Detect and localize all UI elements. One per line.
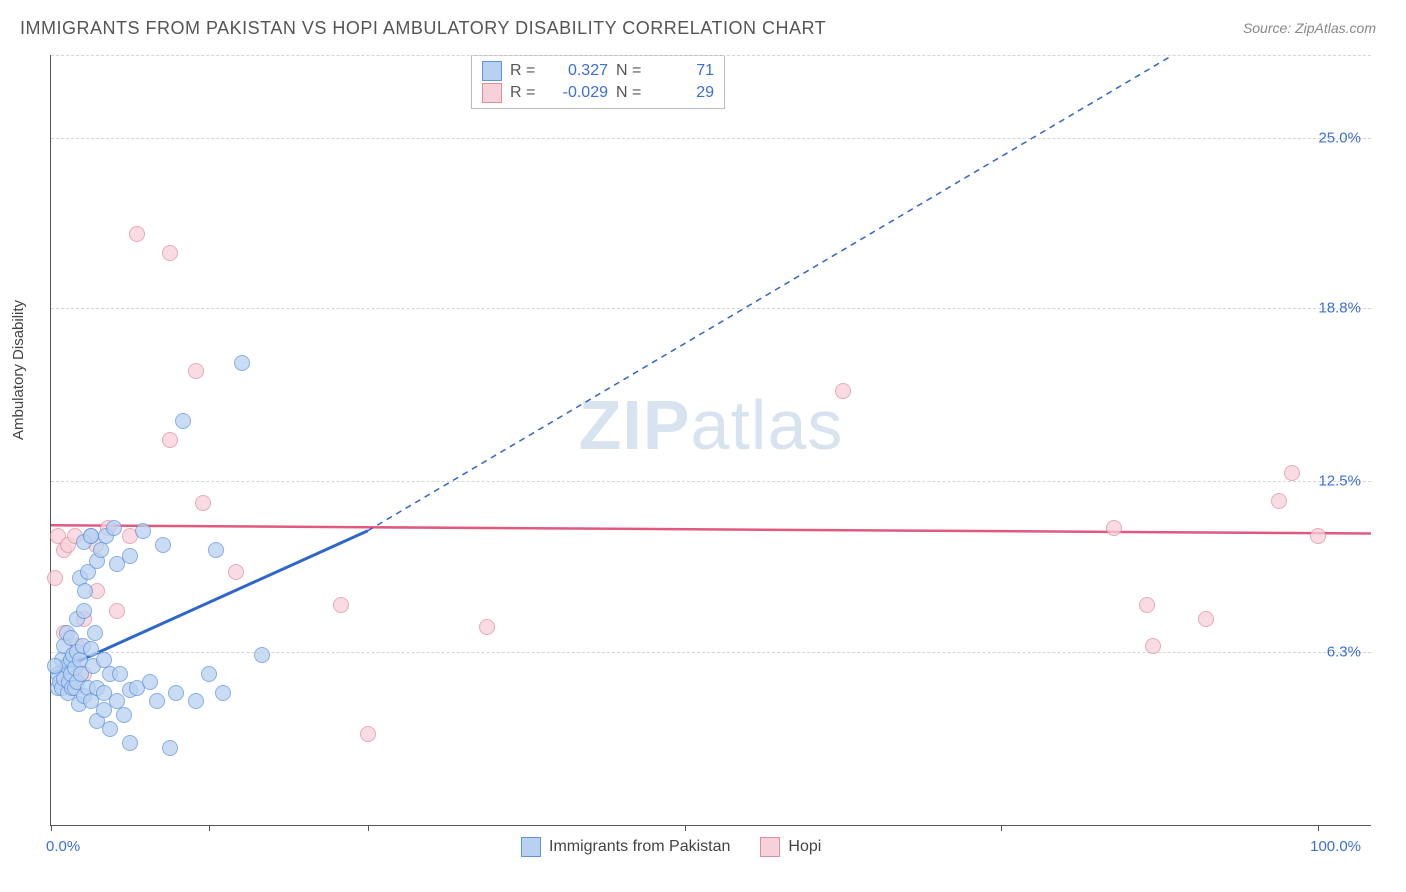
scatter-point-blue [122,548,138,564]
scatter-point-blue [175,413,191,429]
scatter-point-pink [479,619,495,635]
scatter-point-blue [102,721,118,737]
x-axis-min-label: 0.0% [46,838,80,855]
scatter-point-pink [1139,597,1155,613]
scatter-point-blue [47,658,63,674]
scatter-point-blue [208,542,224,558]
x-tick [51,825,52,831]
scatter-point-pink [129,226,145,242]
legend-r-label: R = [510,84,540,102]
x-tick [368,825,369,831]
y-tick-label: 6.3% [1327,643,1361,660]
scatter-point-blue [155,537,171,553]
chart-source: Source: ZipAtlas.com [1243,20,1376,36]
chart-title: IMMIGRANTS FROM PAKISTAN VS HOPI AMBULAT… [20,18,826,39]
swatch-pink [760,837,780,857]
scatter-point-blue [122,735,138,751]
legend-item-blue: Immigrants from Pakistan [521,837,730,857]
legend-row-pink: R = -0.029 N = 29 [482,82,714,104]
scatter-point-blue [116,707,132,723]
scatter-point-blue [135,523,151,539]
legend-n-value-blue: 71 [654,62,714,80]
scatter-point-blue [106,520,122,536]
scatter-point-pink [188,363,204,379]
scatter-point-pink [1106,520,1122,536]
scatter-point-pink [1310,528,1326,544]
gridline [51,308,1371,309]
scatter-point-blue [234,355,250,371]
gridline [51,652,1371,653]
scatter-point-blue [77,583,93,599]
scatter-point-pink [162,245,178,261]
scatter-point-blue [93,542,109,558]
gridline [51,55,1371,56]
scatter-point-pink [195,495,211,511]
legend-item-pink: Hopi [760,837,821,857]
legend-row-blue: R = 0.327 N = 71 [482,60,714,82]
gridline [51,481,1371,482]
scatter-point-pink [1284,465,1300,481]
trend-line [51,525,1371,533]
legend-label-pink: Hopi [788,838,821,856]
x-tick [1001,825,1002,831]
scatter-point-blue [201,666,217,682]
scatter-point-pink [228,564,244,580]
scatter-point-pink [47,570,63,586]
y-axis-label: Ambulatory Disability [10,300,27,440]
legend-r-label: R = [510,62,540,80]
scatter-point-blue [87,625,103,641]
legend-n-value-pink: 29 [654,84,714,102]
legend-label-blue: Immigrants from Pakistan [549,838,730,856]
x-tick [685,825,686,831]
scatter-point-pink [360,726,376,742]
trend-line [368,55,1173,531]
correlation-legend: R = 0.327 N = 71 R = -0.029 N = 29 [471,55,725,109]
plot-area: ZIPatlas R = 0.327 N = 71 R = -0.029 N =… [50,55,1371,826]
swatch-pink [482,83,502,103]
scatter-point-pink [1271,493,1287,509]
chart-container: IMMIGRANTS FROM PAKISTAN VS HOPI AMBULAT… [0,0,1406,892]
legend-n-label: N = [616,84,646,102]
y-tick-label: 12.5% [1318,473,1361,490]
gridline [51,138,1371,139]
scatter-point-blue [149,693,165,709]
scatter-point-blue [76,603,92,619]
x-tick [1318,825,1319,831]
scatter-point-pink [835,383,851,399]
scatter-point-blue [112,666,128,682]
y-tick-label: 18.8% [1318,300,1361,317]
scatter-point-pink [1198,611,1214,627]
legend-r-value-pink: -0.029 [548,84,608,102]
swatch-blue [521,837,541,857]
legend-n-label: N = [616,62,646,80]
swatch-blue [482,61,502,81]
y-tick-label: 25.0% [1318,129,1361,146]
scatter-point-blue [254,647,270,663]
scatter-point-pink [333,597,349,613]
trend-lines-layer [51,55,1371,825]
legend-r-value-blue: 0.327 [548,62,608,80]
scatter-point-pink [109,603,125,619]
x-axis-max-label: 100.0% [1310,838,1361,855]
scatter-point-blue [83,528,99,544]
scatter-point-blue [188,693,204,709]
series-legend: Immigrants from Pakistan Hopi [521,837,821,857]
scatter-point-blue [215,685,231,701]
scatter-point-blue [142,674,158,690]
scatter-point-blue [168,685,184,701]
scatter-point-pink [1145,638,1161,654]
scatter-point-pink [162,432,178,448]
scatter-point-blue [162,740,178,756]
x-tick [209,825,210,831]
